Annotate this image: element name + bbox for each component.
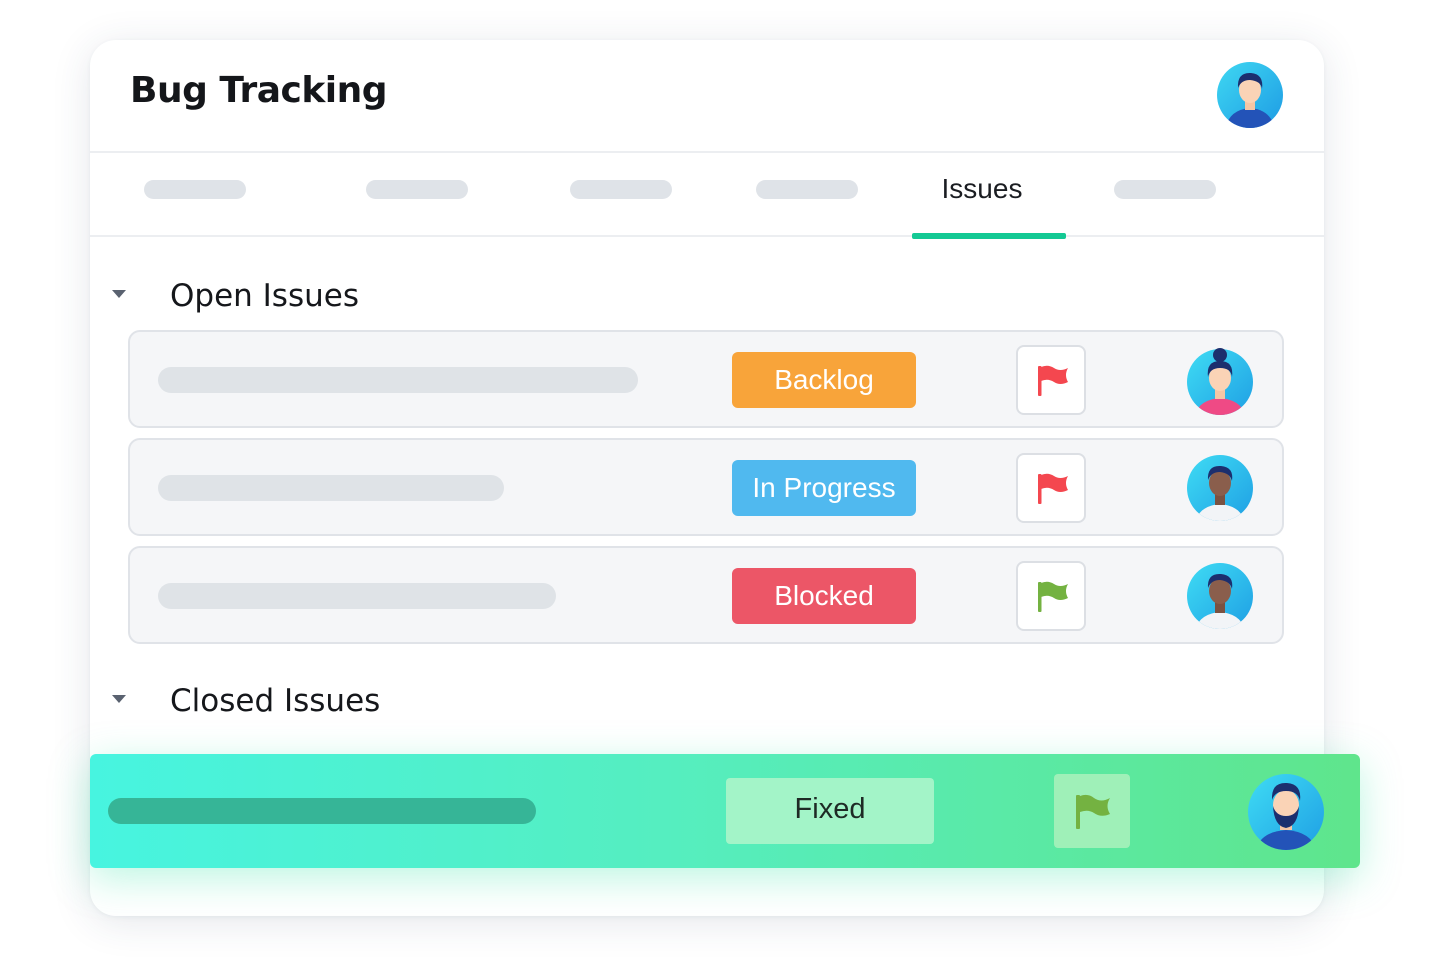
caret-down-icon[interactable]	[112, 695, 126, 703]
tab-placeholder[interactable]	[570, 180, 672, 199]
green-flag-icon	[1076, 794, 1110, 829]
man-avatar-icon	[1187, 455, 1253, 521]
man-avatar-icon	[1187, 563, 1253, 629]
closed-issues-header[interactable]: Closed Issues	[112, 683, 612, 723]
issue-row[interactable]: Blocked	[128, 546, 1284, 644]
status-badge[interactable]: In Progress	[732, 460, 916, 516]
tab-placeholder[interactable]	[756, 180, 858, 199]
bearded-man-avatar-icon	[1248, 774, 1324, 850]
assignee-avatar[interactable]	[1186, 344, 1254, 416]
green-flag-icon	[1038, 581, 1068, 612]
assignee-avatar[interactable]	[1186, 560, 1254, 632]
status-badge[interactable]: Fixed	[726, 778, 934, 844]
priority-flag-button[interactable]	[1016, 561, 1086, 631]
issue-title-placeholder	[158, 475, 504, 501]
status-badge[interactable]: Backlog	[732, 352, 916, 408]
user-avatar-icon	[1217, 62, 1283, 128]
issue-title-placeholder	[158, 583, 556, 609]
open-issues-header[interactable]: Open Issues	[112, 278, 612, 318]
open-issues-label: Open Issues	[170, 278, 359, 314]
tab-bar: Issues	[90, 153, 1324, 239]
issue-row[interactable]: Backlog	[128, 330, 1284, 428]
woman-avatar-icon	[1187, 348, 1253, 415]
tab-placeholder[interactable]	[144, 180, 246, 199]
tab-placeholder[interactable]	[366, 180, 468, 199]
page-title: Bug Tracking	[130, 70, 388, 111]
caret-down-icon[interactable]	[112, 290, 126, 298]
priority-flag-button[interactable]	[1016, 345, 1086, 415]
priority-flag-button[interactable]	[1054, 774, 1130, 848]
issue-title-placeholder	[108, 798, 536, 824]
assignee-avatar[interactable]	[1186, 452, 1254, 524]
issue-title-placeholder	[158, 367, 638, 393]
closed-issues-label: Closed Issues	[170, 683, 381, 719]
tab-issues[interactable]: Issues	[912, 153, 1066, 239]
priority-flag-button[interactable]	[1016, 453, 1086, 523]
assignee-avatar[interactable]	[1246, 768, 1326, 852]
issue-row[interactable]: In Progress	[128, 438, 1284, 536]
active-tab-indicator	[912, 233, 1066, 239]
tab-issues-label: Issues	[941, 173, 1023, 204]
user-avatar[interactable]	[1217, 62, 1283, 128]
red-flag-icon	[1038, 473, 1068, 504]
panel-header: Bug Tracking	[90, 40, 1324, 153]
status-badge[interactable]: Blocked	[732, 568, 916, 624]
closed-issue-row[interactable]: Fixed	[90, 754, 1360, 868]
red-flag-icon	[1038, 365, 1068, 396]
tab-placeholder[interactable]	[1114, 180, 1216, 199]
